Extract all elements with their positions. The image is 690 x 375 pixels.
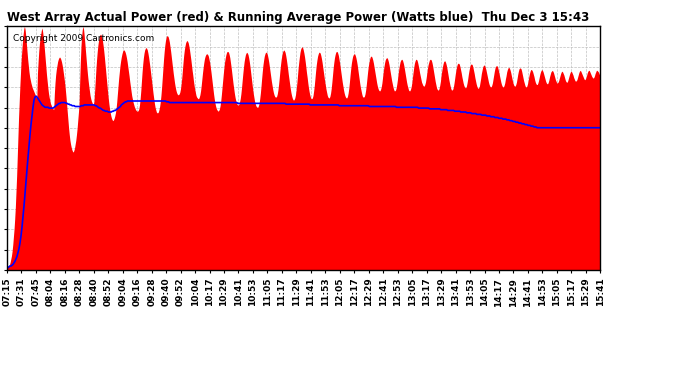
- Text: West Array Actual Power (red) & Running Average Power (Watts blue)  Thu Dec 3 15: West Array Actual Power (red) & Running …: [7, 11, 589, 24]
- Text: Copyright 2009 Cartronics.com: Copyright 2009 Cartronics.com: [13, 34, 154, 43]
